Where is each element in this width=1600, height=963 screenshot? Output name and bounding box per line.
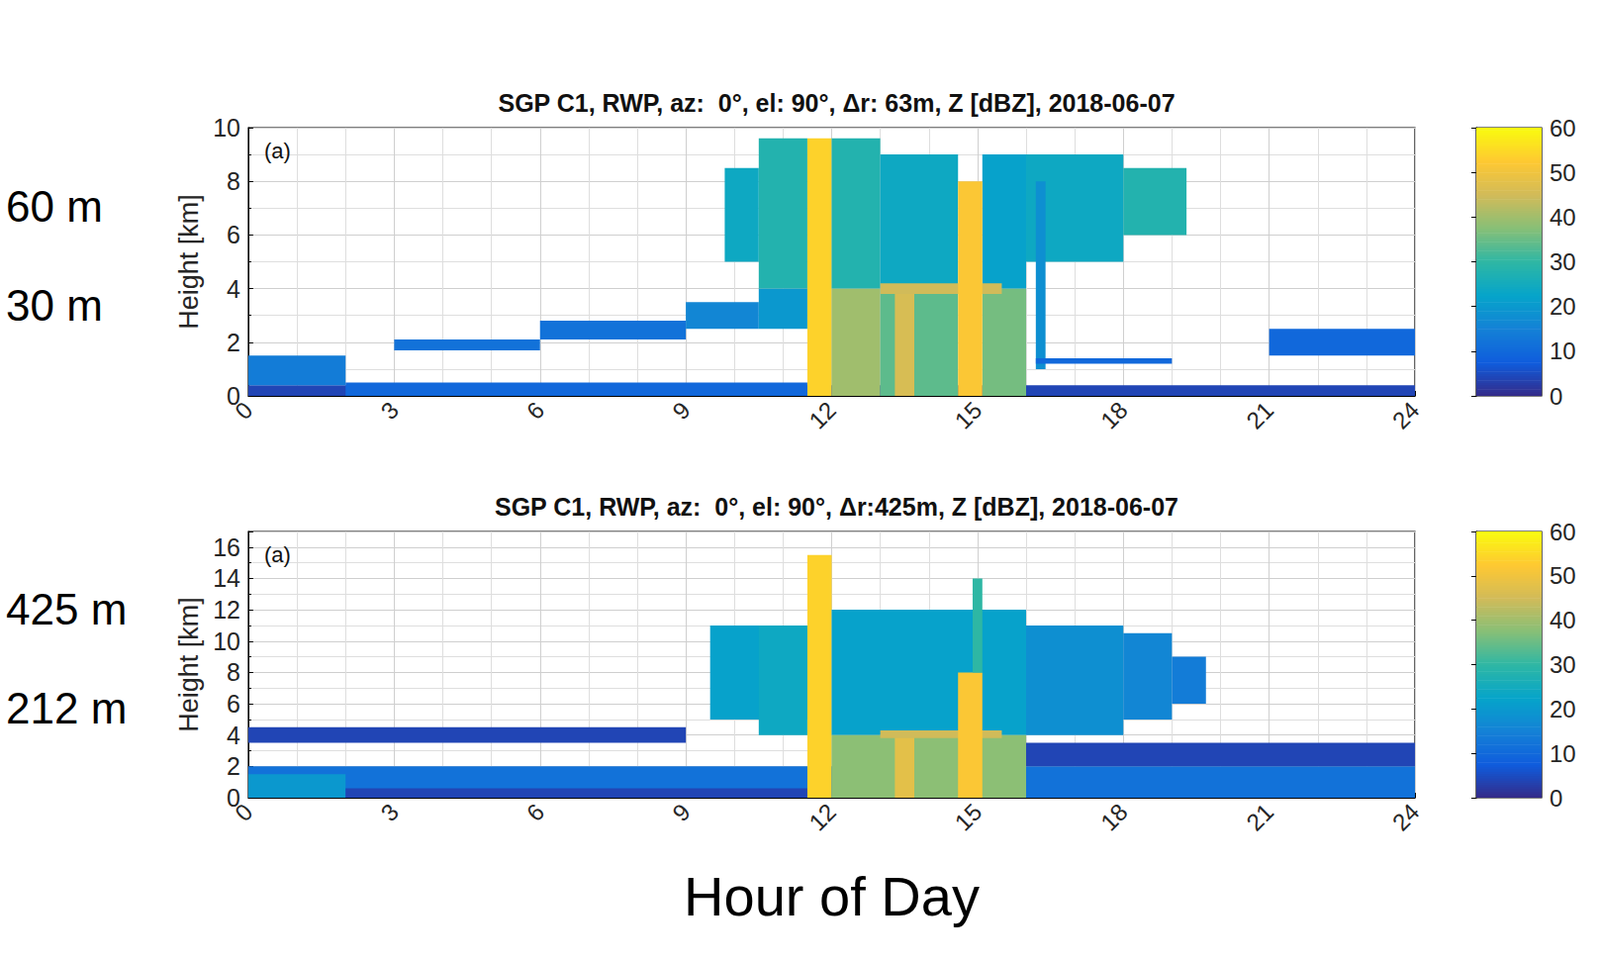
svg-text:9: 9: [666, 797, 696, 827]
svg-text:12: 12: [212, 595, 241, 624]
svg-text:Hour of Day: Hour of Day: [683, 864, 980, 928]
svg-text:3: 3: [375, 797, 404, 827]
svg-text:(a): (a): [264, 542, 291, 567]
svg-text:0: 0: [229, 395, 259, 425]
svg-text:60: 60: [1549, 518, 1577, 546]
svg-text:60: 60: [1549, 114, 1577, 142]
svg-text:425 m: 425 m: [5, 584, 127, 634]
svg-text:6: 6: [226, 689, 241, 718]
svg-text:20: 20: [1549, 695, 1577, 723]
svg-text:Height [km]: Height [km]: [174, 193, 204, 330]
svg-text:9: 9: [666, 395, 696, 425]
svg-text:SGP C1, RWP, az: 0°, el: 90°,: SGP C1, RWP, az: 0°, el: 90°, Δr: 63m, Z…: [497, 89, 1175, 117]
svg-text:12: 12: [803, 395, 842, 434]
svg-text:10: 10: [1549, 337, 1577, 365]
svg-text:SGP C1, RWP, az: 0°, el: 90°,: SGP C1, RWP, az: 0°, el: 90°, Δr:425m, Z…: [494, 492, 1179, 521]
svg-text:0: 0: [229, 797, 259, 827]
svg-text:30: 30: [1549, 651, 1577, 678]
svg-text:10: 10: [212, 113, 241, 142]
svg-text:16: 16: [212, 533, 241, 562]
svg-text:2: 2: [226, 328, 241, 357]
svg-text:21: 21: [1240, 797, 1279, 836]
svg-text:50: 50: [1549, 159, 1577, 187]
svg-text:15: 15: [948, 395, 987, 434]
svg-text:30: 30: [1549, 248, 1577, 276]
svg-text:18: 18: [1095, 797, 1133, 836]
svg-text:0: 0: [1549, 382, 1563, 410]
svg-text:20: 20: [1549, 292, 1577, 320]
svg-text:212 m: 212 m: [5, 683, 127, 733]
svg-text:3: 3: [375, 395, 404, 425]
svg-text:0: 0: [1549, 784, 1563, 812]
svg-text:4: 4: [226, 275, 241, 303]
svg-text:(a): (a): [264, 138, 291, 164]
svg-text:50: 50: [1549, 562, 1577, 589]
svg-text:Height [km]: Height [km]: [174, 596, 204, 733]
svg-text:30 m: 30 m: [5, 281, 103, 330]
svg-text:40: 40: [1549, 606, 1577, 634]
svg-text:15: 15: [948, 797, 987, 836]
svg-text:8: 8: [226, 658, 241, 686]
svg-text:8: 8: [226, 167, 241, 195]
svg-text:60 m: 60 m: [5, 182, 103, 231]
svg-text:40: 40: [1549, 203, 1577, 231]
svg-text:6: 6: [521, 395, 551, 425]
svg-text:6: 6: [226, 220, 241, 249]
svg-text:10: 10: [1549, 740, 1577, 767]
svg-text:10: 10: [212, 627, 241, 656]
svg-text:12: 12: [803, 797, 842, 836]
svg-text:24: 24: [1387, 395, 1425, 434]
svg-text:24: 24: [1387, 797, 1425, 836]
svg-text:2: 2: [226, 752, 241, 780]
svg-text:14: 14: [212, 564, 241, 592]
svg-text:6: 6: [521, 797, 551, 827]
svg-text:18: 18: [1095, 395, 1133, 434]
svg-text:21: 21: [1240, 395, 1279, 434]
svg-text:4: 4: [226, 721, 241, 750]
